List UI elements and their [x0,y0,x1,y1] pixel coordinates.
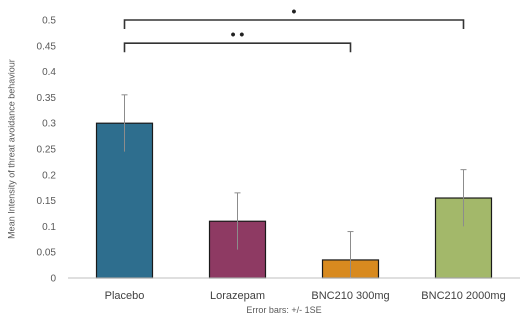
y-axis-title: Mean Intensity of threat avoidance behav… [6,59,16,239]
y-tick-label: 0.4 [42,67,56,78]
error-bars [121,94,467,278]
significance-marker-0: • [292,3,297,19]
y-tick-label: 0.5 [42,16,56,27]
error-bars-footnote: Error bars: +/- 1SE [246,305,321,315]
significance-bracket-0 [123,19,465,29]
bars [95,122,493,279]
significance-marker-1: • • [231,26,245,42]
y-tick-label: 0.05 [37,248,57,259]
y-tick-label: 0.25 [37,145,57,156]
y-tick-label: 0.45 [37,41,57,52]
y-tick-label: 0.2 [42,170,56,181]
y-tick-label: 0.35 [37,93,57,104]
category-label: BNC210 300mg [311,290,389,302]
x-axis-categories: Placebo Lorazepam BNC210 300mg BNC210 2000m… [105,290,506,302]
y-tick-label: 0 [50,274,56,285]
category-label: BNC210 2000mg [421,290,505,302]
category-label: Lorazepam [210,290,265,302]
category-label: Placebo [105,290,145,302]
significance-bracket-1 [123,42,352,53]
y-axis-ticks: 0 0.05 0.1 0.15 0.2 0.25 0.3 0.35 0.4 0.45 0.5 [37,16,57,285]
significance-brackets: • • • [123,3,465,53]
y-tick-label: 0.3 [42,119,56,130]
y-tick-label: 0.1 [42,222,56,233]
y-tick-label: 0.15 [37,196,57,207]
